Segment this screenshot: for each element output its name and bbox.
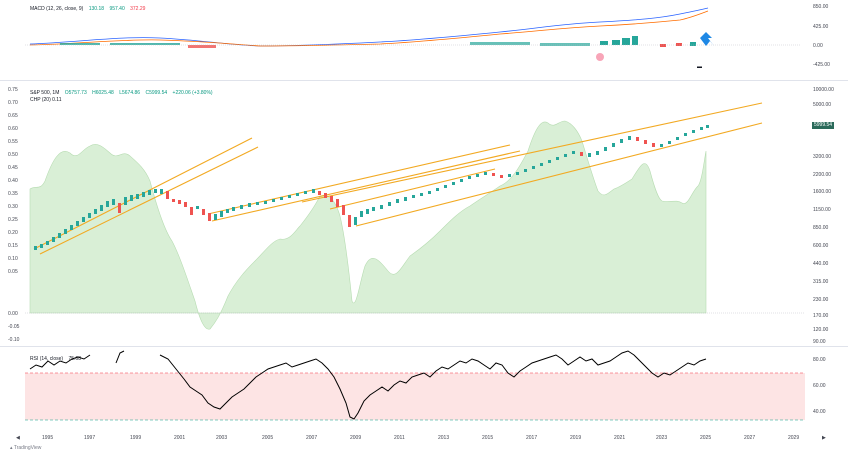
svg-text:2021: 2021 <box>614 435 625 441</box>
svg-text:2029: 2029 <box>788 435 799 441</box>
svg-text:315.00: 315.00 <box>813 279 829 285</box>
macd-chart[interactable]: ▬ 850.00 425.00 0.00 -425.00 <box>0 0 848 80</box>
svg-text:0.60: 0.60 <box>8 126 18 132</box>
rsi-value: 75.68 <box>68 356 81 362</box>
svg-text:0.05: 0.05 <box>8 269 18 275</box>
svg-text:1995: 1995 <box>42 435 53 441</box>
svg-text:230.00: 230.00 <box>813 297 829 303</box>
svg-text:0.70: 0.70 <box>8 100 18 106</box>
svg-text:3200.00: 3200.00 <box>813 154 831 160</box>
svg-text:0.50: 0.50 <box>8 152 18 158</box>
time-axis-left-arrow[interactable]: ◀ <box>16 435 20 441</box>
svg-text:0.25: 0.25 <box>8 217 18 223</box>
svg-text:2007: 2007 <box>306 435 317 441</box>
macd-signal-line <box>29 10 709 47</box>
svg-text:-0.10: -0.10 <box>8 337 20 343</box>
svg-text:0.75: 0.75 <box>8 87 18 93</box>
svg-text:2200.00: 2200.00 <box>813 172 831 178</box>
main-header: S&P 500, 1M O5757.73 H6025.48 L5674.86 C… <box>30 90 217 96</box>
chp-header: CHP (20) 0.11 <box>30 97 66 103</box>
svg-text:2025: 2025 <box>700 435 711 441</box>
macd-dot-marker <box>596 53 604 61</box>
rsi-line <box>29 350 707 420</box>
last-price-tag: 5999.54 <box>812 122 835 129</box>
macd-histogram <box>60 36 696 48</box>
svg-text:0.30: 0.30 <box>8 204 18 210</box>
footer-brand: TradingView <box>13 445 42 451</box>
ohlc-change: +220.06 (+3.80%) <box>172 90 213 96</box>
tradingview-logo[interactable]: ▴ TradingView <box>10 445 41 451</box>
svg-text:0.45: 0.45 <box>8 165 18 171</box>
svg-text:440.00: 440.00 <box>813 261 829 267</box>
svg-text:5000.00: 5000.00 <box>813 102 831 108</box>
left-scale: 0.75 0.70 0.65 0.60 0.55 0.50 0.45 0.40 … <box>8 87 20 343</box>
ohlc-low: L5674.86 <box>119 90 141 96</box>
chp-label: CHP (20) 0.11 <box>30 97 62 103</box>
svg-text:120.00: 120.00 <box>813 327 829 333</box>
pane-separator-1[interactable] <box>0 80 848 81</box>
time-axis[interactable]: ◀ 1995 1997 1999 2001 2003 2005 2007 200… <box>0 431 848 445</box>
svg-text:10000.00: 10000.00 <box>813 87 834 93</box>
svg-text:2005: 2005 <box>262 435 273 441</box>
macd-scale-1: 425.00 <box>813 24 829 30</box>
macd-line <box>29 7 709 47</box>
svg-text:90.00: 90.00 <box>813 339 826 345</box>
macd-header: MACD (12, 26, close, 9) 130.18 957.40 37… <box>30 6 149 12</box>
svg-text:0.20: 0.20 <box>8 230 18 236</box>
pane-separator-2[interactable] <box>0 346 848 347</box>
svg-text:1150.00: 1150.00 <box>813 207 831 213</box>
symbol-title: S&P 500, 1M <box>30 90 60 96</box>
svg-text:2003: 2003 <box>216 435 227 441</box>
rsi-title: RSI (14, close) <box>30 356 64 362</box>
svg-text:1997: 1997 <box>84 435 95 441</box>
svg-text:0.15: 0.15 <box>8 243 18 249</box>
chp-area <box>29 120 707 330</box>
svg-text:0.65: 0.65 <box>8 113 18 119</box>
svg-text:0.55: 0.55 <box>8 139 18 145</box>
rsi-scale-1: 60.00 <box>813 383 826 389</box>
rsi-header: RSI (14, close) 75.68 <box>30 356 85 362</box>
candlesticks <box>34 125 709 250</box>
ohlc-open: O5757.73 <box>64 90 87 96</box>
svg-text:1600.00: 1600.00 <box>813 189 831 195</box>
rsi-band <box>25 373 805 420</box>
svg-text:0.00: 0.00 <box>8 311 18 317</box>
macd-value-2: 957.40 <box>109 6 125 12</box>
svg-text:2017: 2017 <box>526 435 537 441</box>
svg-text:0.35: 0.35 <box>8 191 18 197</box>
svg-text:2011: 2011 <box>394 435 405 441</box>
time-axis-right-arrow[interactable]: ▶ <box>822 435 826 441</box>
macd-scale-0: 850.00 <box>813 4 829 10</box>
right-scale[interactable]: 10000.00 5000.00 3200.00 2200.00 1600.00… <box>813 87 834 345</box>
macd-arrow-marker <box>700 32 714 46</box>
macd-marker-label: ▬ <box>697 64 702 70</box>
main-price-chart[interactable]: 0.75 0.70 0.65 0.60 0.55 0.50 0.45 0.40 … <box>0 81 848 346</box>
rsi-scale-0: 80.00 <box>813 357 826 363</box>
svg-text:2013: 2013 <box>438 435 449 441</box>
rsi-scale-2: 40.00 <box>813 409 826 415</box>
tradingview-icon: ▴ <box>10 445 13 451</box>
svg-text:0.40: 0.40 <box>8 178 18 184</box>
svg-text:850.00: 850.00 <box>813 225 829 231</box>
svg-text:2001: 2001 <box>174 435 185 441</box>
svg-text:2015: 2015 <box>482 435 493 441</box>
ohlc-close: C5999.54 <box>145 90 168 96</box>
svg-text:2027: 2027 <box>744 435 755 441</box>
svg-text:1999: 1999 <box>130 435 141 441</box>
macd-scale-3: -425.00 <box>813 62 830 68</box>
macd-scale-2: 0.00 <box>813 43 823 49</box>
macd-title: MACD (12, 26, close, 9) <box>30 6 84 12</box>
macd-value-3: 372.29 <box>130 6 146 12</box>
trend-channel-lines <box>33 102 763 255</box>
svg-text:600.00: 600.00 <box>813 243 829 249</box>
macd-value-1: 130.18 <box>88 6 105 12</box>
svg-text:170.00: 170.00 <box>813 313 829 319</box>
svg-text:2019: 2019 <box>570 435 581 441</box>
ohlc-high: H6025.48 <box>92 90 114 96</box>
svg-text:2023: 2023 <box>656 435 667 441</box>
svg-text:-0.05: -0.05 <box>8 324 20 330</box>
rsi-chart[interactable]: 80.00 60.00 40.00 <box>0 347 848 432</box>
svg-text:0.10: 0.10 <box>8 256 18 262</box>
svg-text:2009: 2009 <box>350 435 361 441</box>
